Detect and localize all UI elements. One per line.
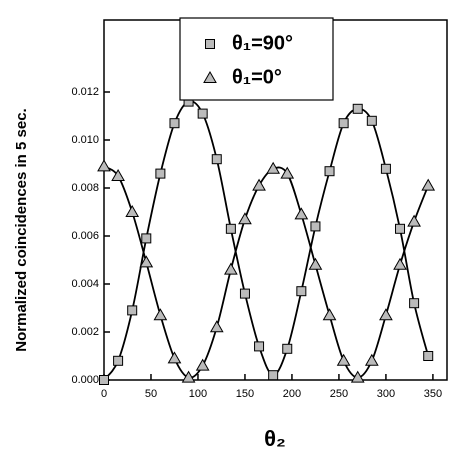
data-point	[395, 223, 406, 234]
data-point	[99, 375, 109, 385]
data-point	[239, 288, 250, 299]
y-tick-label: 0.000	[71, 374, 99, 386]
legend-marker	[205, 39, 215, 49]
data-point	[423, 351, 434, 361]
data-point	[209, 320, 224, 333]
data-point	[310, 221, 321, 232]
data-point	[268, 370, 279, 381]
data-point	[324, 166, 335, 177]
data-point	[181, 370, 196, 383]
data-point	[155, 168, 166, 179]
data-point	[280, 166, 295, 179]
data-point	[266, 161, 281, 174]
data-point	[153, 308, 168, 321]
x-tick-label: 350	[424, 388, 442, 400]
data-point	[379, 308, 393, 321]
legend-box	[179, 17, 334, 101]
x-axis-label: θ₂	[264, 426, 286, 451]
data-point	[225, 223, 236, 234]
data-point	[407, 214, 421, 227]
y-tick-label: 0.002	[71, 326, 99, 338]
data-point	[252, 178, 266, 191]
x-tick-label: 50	[145, 388, 157, 400]
y-tick-label: 0.004	[71, 278, 99, 290]
data-point	[336, 353, 351, 366]
y-axis-label: Normalized coincidences in 5 sec.	[13, 108, 30, 351]
data-point	[195, 358, 210, 371]
legend-marker	[203, 70, 217, 83]
data-point	[296, 286, 307, 297]
data-point	[127, 305, 138, 316]
data-point	[350, 370, 365, 383]
data-point	[421, 178, 436, 191]
data-point	[380, 163, 391, 174]
data-point	[197, 108, 208, 119]
data-point	[409, 298, 420, 309]
fit-curve	[103, 165, 430, 379]
data-point	[338, 118, 349, 129]
data-point	[238, 212, 252, 225]
data-point	[294, 207, 309, 220]
x-tick-label: 150	[236, 388, 254, 400]
legend-label: θ₁=0°	[232, 66, 282, 88]
y-tick-label: 0.010	[71, 134, 99, 146]
data-point	[111, 168, 125, 181]
x-tick-label: 200	[283, 388, 301, 400]
data-point	[139, 255, 154, 268]
data-point	[113, 355, 124, 366]
y-tick-label: 0.012	[71, 86, 99, 98]
data-point	[169, 118, 180, 129]
data-point	[352, 103, 363, 114]
y-tick-label: 0.006	[71, 230, 99, 242]
data-point	[322, 308, 337, 321]
data-point	[282, 343, 293, 354]
data-point	[308, 257, 323, 270]
data-point	[125, 204, 140, 217]
data-point	[97, 159, 111, 172]
data-point	[254, 341, 265, 352]
data-point	[167, 351, 182, 364]
data-point	[141, 233, 152, 244]
x-tick-label: 250	[330, 388, 348, 400]
data-point	[366, 115, 377, 126]
data-point	[224, 262, 238, 275]
data-point	[364, 353, 379, 366]
x-tick-label: 100	[189, 388, 207, 400]
x-tick-label: 0	[101, 388, 107, 400]
data-point	[393, 257, 407, 270]
legend-label: θ₁=90°	[232, 32, 293, 54]
x-tick-label: 300	[377, 388, 395, 400]
data-point	[211, 154, 222, 165]
y-tick-label: 0.008	[71, 182, 99, 194]
